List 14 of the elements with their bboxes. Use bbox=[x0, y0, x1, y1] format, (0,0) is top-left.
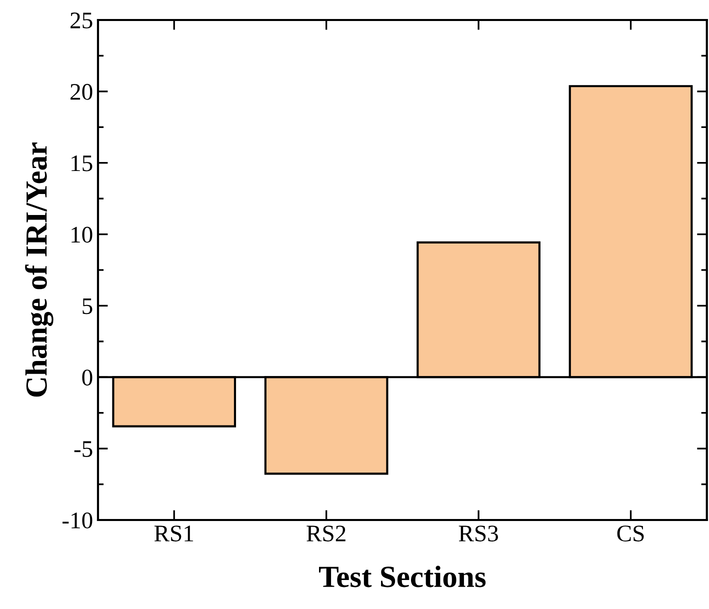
x-tick-label: RS2 bbox=[306, 526, 346, 542]
y-tick-label: 15 bbox=[72, 155, 92, 172]
y-tick-label: -5 bbox=[74, 441, 92, 457]
x-tick-label: CS bbox=[617, 526, 644, 542]
y-tick-label: 0 bbox=[82, 370, 92, 386]
x-axis-title: Test Sections bbox=[319, 566, 486, 588]
x-tick-label: RS3 bbox=[458, 526, 498, 542]
y-axis-title: Change of IRI/Year bbox=[25, 142, 54, 397]
y-tick-label: 5 bbox=[82, 298, 92, 314]
y-tick-label: 10 bbox=[72, 226, 92, 243]
y-tick-label: 25 bbox=[70, 12, 92, 28]
x-tick-label: RS1 bbox=[154, 526, 194, 542]
y-tick-label: 20 bbox=[70, 84, 92, 100]
y-tick-label: -10 bbox=[62, 512, 92, 528]
